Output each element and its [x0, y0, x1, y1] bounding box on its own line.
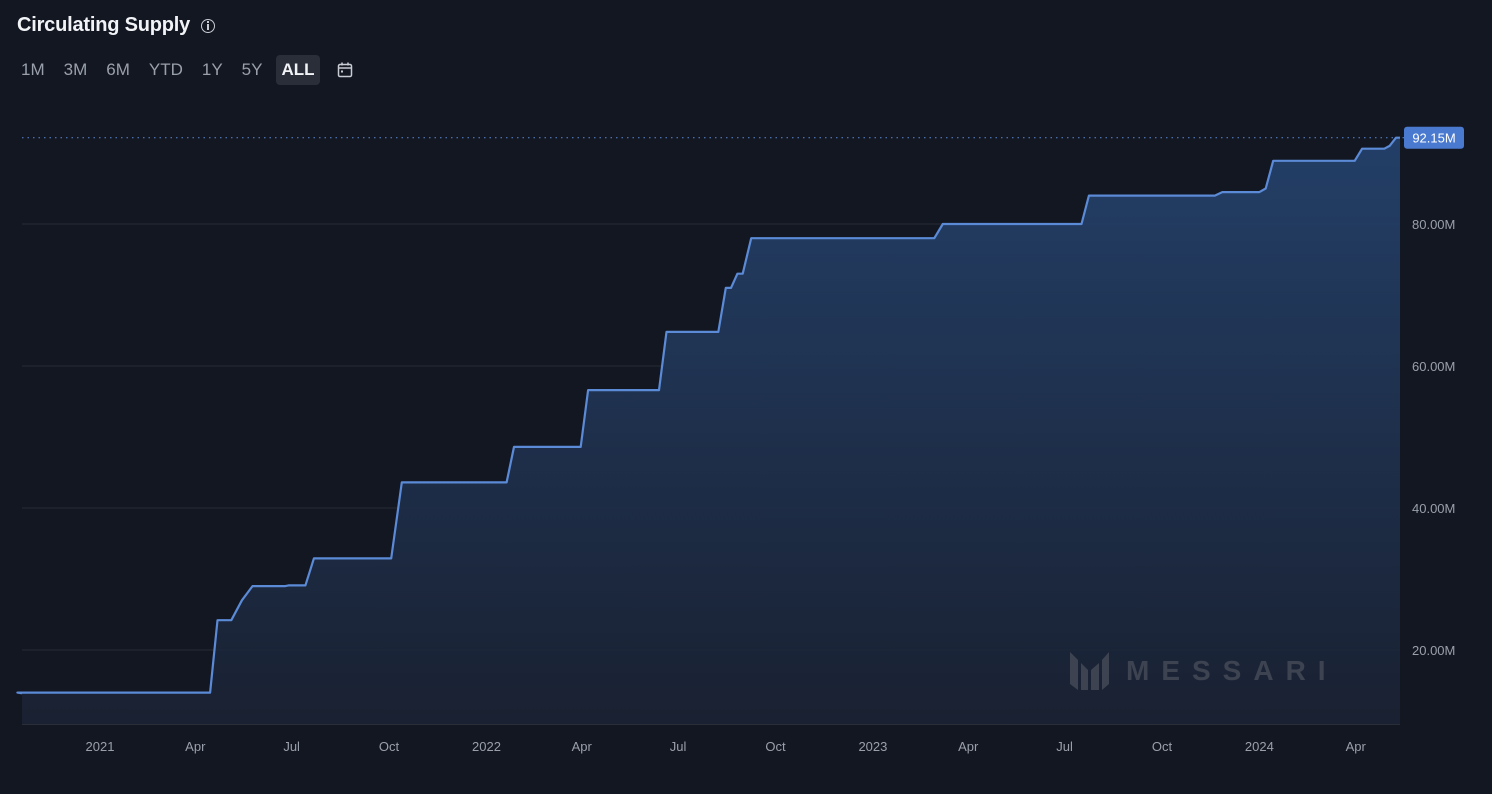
info-icon[interactable] [201, 18, 216, 33]
x-axis: 2021 Apr Jul Oct 2022 Apr Jul Oct 2023 Apr Jul Oct 2… [86, 739, 1367, 754]
y-tick-label: 40.00M [1412, 501, 1455, 516]
last-value-label: 92.15M [1412, 131, 1455, 146]
range-1m-button[interactable]: 1M [16, 55, 50, 85]
x-tick-label: Jul [1056, 739, 1073, 754]
range-selector: 1M 3M 6M YTD 1Y 5Y ALL [16, 55, 353, 85]
messari-logo-icon [1070, 652, 1109, 690]
x-tick-label: Apr [572, 739, 593, 754]
x-tick-label: 2023 [858, 739, 887, 754]
x-tick-label: 2022 [472, 739, 501, 754]
x-tick-label: Oct [1152, 739, 1173, 754]
range-3m-button[interactable]: 3M [59, 55, 93, 85]
range-all-button[interactable]: ALL [276, 55, 320, 85]
header: Circulating Supply [17, 14, 216, 37]
x-tick-label: Apr [185, 739, 206, 754]
x-tick-label: Apr [1346, 739, 1367, 754]
range-1y-button[interactable]: 1Y [197, 55, 228, 85]
y-tick-label: 20.00M [1412, 643, 1455, 658]
page-title: Circulating Supply [17, 14, 191, 36]
calendar-icon[interactable] [337, 62, 353, 78]
area-fill [17, 137, 1400, 724]
y-axis: 20.00M 40.00M 60.00M 80.00M [1412, 217, 1455, 658]
x-tick-label: 2021 [86, 739, 115, 754]
last-value-badge: 92.15M [1404, 126, 1464, 149]
messari-wordmark: MESSARI [1126, 655, 1338, 686]
x-tick-label: Apr [958, 739, 979, 754]
x-tick-label: Oct [379, 739, 400, 754]
series-line [16, 136, 1400, 695]
x-tick-label: Jul [670, 739, 687, 754]
x-tick-label: Oct [765, 739, 786, 754]
range-5y-button[interactable]: 5Y [237, 55, 268, 85]
messari-watermark: MESSARI [1070, 652, 1338, 690]
y-tick-label: 80.00M [1412, 217, 1455, 232]
x-tick-label: 2024 [1245, 739, 1274, 754]
x-tick-label: Jul [283, 739, 300, 754]
y-tick-label: 60.00M [1412, 359, 1455, 374]
range-6m-button[interactable]: 6M [101, 55, 135, 85]
range-ytd-button[interactable]: YTD [144, 55, 188, 85]
